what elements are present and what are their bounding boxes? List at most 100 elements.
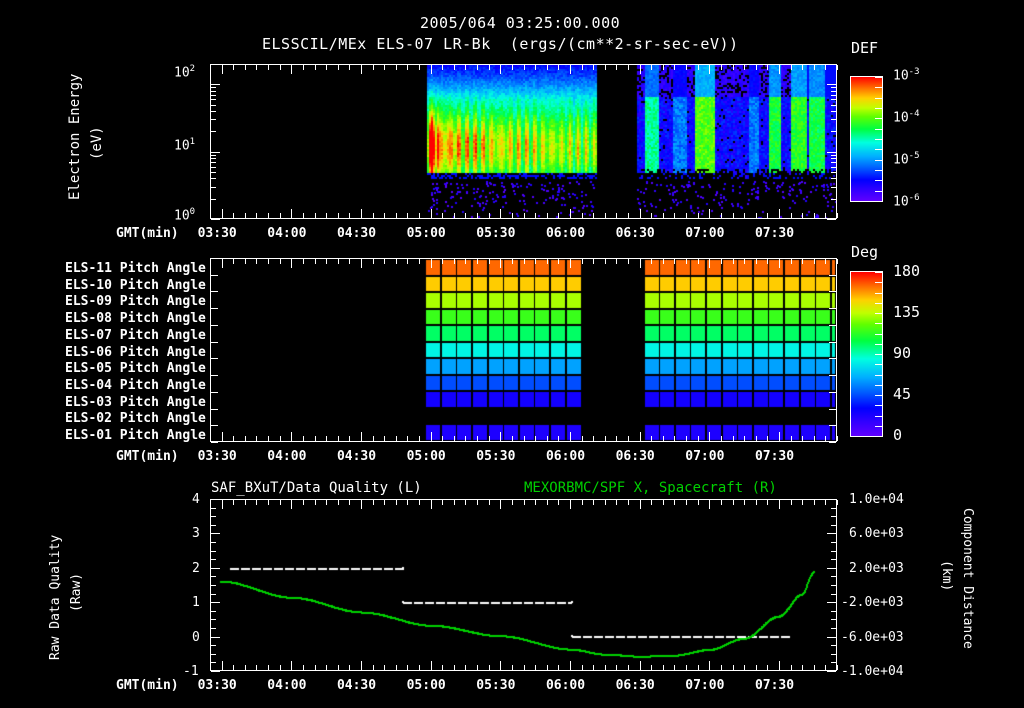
- xtick-label: 04:00: [267, 678, 307, 693]
- deg-tick-label: 90: [893, 344, 912, 362]
- axis-tick: [756, 436, 757, 441]
- axis-tick: [211, 105, 216, 106]
- axis-tick: [674, 436, 675, 441]
- bot-title-right: MEXORBMC/SPF X, Spacecraft (R): [524, 480, 777, 496]
- axis-tick: [628, 665, 629, 670]
- axis-tick: [570, 65, 571, 74]
- axis-tick: [442, 665, 443, 670]
- axis-tick: [512, 436, 513, 441]
- axis-tick: [831, 611, 836, 612]
- axis-tick: [211, 637, 220, 638]
- axis-tick: [210, 436, 211, 441]
- colorbar-tick: [875, 375, 883, 376]
- axis-tick: [384, 665, 385, 670]
- axis-tick: [709, 500, 710, 509]
- axis-tick: [829, 325, 836, 326]
- axis-tick: [814, 436, 815, 441]
- colorbar-tick: [875, 344, 883, 345]
- axis-tick: [698, 665, 699, 670]
- axis-tick: [442, 259, 443, 264]
- axis-tick: [361, 661, 362, 670]
- axis-tick: [268, 500, 269, 505]
- axis-tick: [570, 432, 571, 441]
- axis-tick: [256, 259, 257, 264]
- axis-tick: [210, 500, 211, 505]
- axis-tick: [500, 259, 501, 268]
- axis-tick: [211, 291, 218, 292]
- axis-tick: [419, 259, 420, 264]
- axis-tick: [349, 500, 350, 505]
- axis-tick: [831, 551, 836, 552]
- axis-tick: [210, 259, 211, 264]
- axis-tick: [767, 436, 768, 441]
- axis-tick: [640, 65, 641, 74]
- axis-tick: [211, 131, 216, 132]
- axis-tick: [831, 87, 836, 88]
- axis-tick: [570, 209, 571, 218]
- axis-tick: [222, 65, 223, 74]
- axis-tick: [744, 65, 745, 70]
- axis-tick: [211, 99, 216, 100]
- axis-tick: [831, 162, 836, 163]
- axis-tick: [831, 542, 836, 543]
- axis-tick: [373, 213, 374, 218]
- axis-tick: [454, 259, 455, 264]
- xtick-label: 03:30: [197, 678, 237, 693]
- axis-tick: [211, 508, 216, 509]
- axis-tick: [640, 661, 641, 670]
- axis-tick: [489, 65, 490, 70]
- axis-tick: [628, 213, 629, 218]
- axis-tick: [829, 425, 836, 426]
- axis-tick: [326, 65, 327, 70]
- axis-tick: [628, 65, 629, 70]
- axis-tick: [663, 213, 664, 218]
- pitch-angle-label: ELS-05 Pitch Angle: [65, 361, 206, 377]
- axis-tick: [211, 516, 216, 517]
- axis-tick: [419, 213, 420, 218]
- axis-tick: [616, 65, 617, 70]
- axis-tick: [256, 665, 257, 670]
- axis-tick: [558, 500, 559, 505]
- colorbar-tick: [875, 426, 883, 427]
- pitch-angle-label: ELS-09 Pitch Angle: [65, 294, 206, 310]
- axis-tick: [791, 665, 792, 670]
- axis-tick: [211, 425, 218, 426]
- axis-tick: [744, 259, 745, 264]
- axis-tick: [524, 436, 525, 441]
- bot-ytick-left: -1: [183, 664, 199, 679]
- axis-tick: [256, 65, 257, 70]
- axis-tick: [605, 259, 606, 264]
- axis-tick: [211, 525, 216, 526]
- axis-tick: [570, 661, 571, 670]
- axis-tick: [211, 199, 216, 200]
- axis-tick: [256, 436, 257, 441]
- colorbar-tick: [875, 334, 883, 335]
- pitch-angle-label: ELS-04 Pitch Angle: [65, 377, 206, 393]
- axis-tick: [827, 533, 836, 534]
- pitch-angle-grid: [211, 259, 836, 441]
- axis-tick: [361, 65, 362, 74]
- axis-tick: [686, 500, 687, 505]
- axis-tick: [500, 209, 501, 218]
- page-subtitle: ELSSCIL/MEx ELS-07 LR-Bk (ergs/(cm**2-sr…: [262, 35, 739, 53]
- axis-tick: [211, 442, 218, 443]
- axis-tick: [709, 209, 710, 218]
- axis-tick: [831, 105, 836, 106]
- axis-tick: [663, 436, 664, 441]
- pitch-angle-label: ELS-06 Pitch Angle: [65, 344, 206, 360]
- bot-ylabel-left-line1: Raw Data Quality: [48, 534, 63, 660]
- axis-tick: [779, 432, 780, 441]
- bot-ylabel-left-line2: (Raw): [69, 572, 84, 612]
- axis-tick: [211, 172, 216, 173]
- axis-tick: [268, 436, 269, 441]
- colorbar-tick: [875, 108, 883, 109]
- axis-tick: [211, 594, 216, 595]
- axis-tick: [268, 213, 269, 218]
- xtick-label: 07:00: [685, 678, 725, 693]
- xtick-label: 04:30: [336, 678, 377, 693]
- axis-tick: [465, 665, 466, 670]
- axis-tick: [454, 213, 455, 218]
- axis-tick: [326, 259, 327, 264]
- axis-tick: [547, 259, 548, 264]
- axis-tick: [465, 436, 466, 441]
